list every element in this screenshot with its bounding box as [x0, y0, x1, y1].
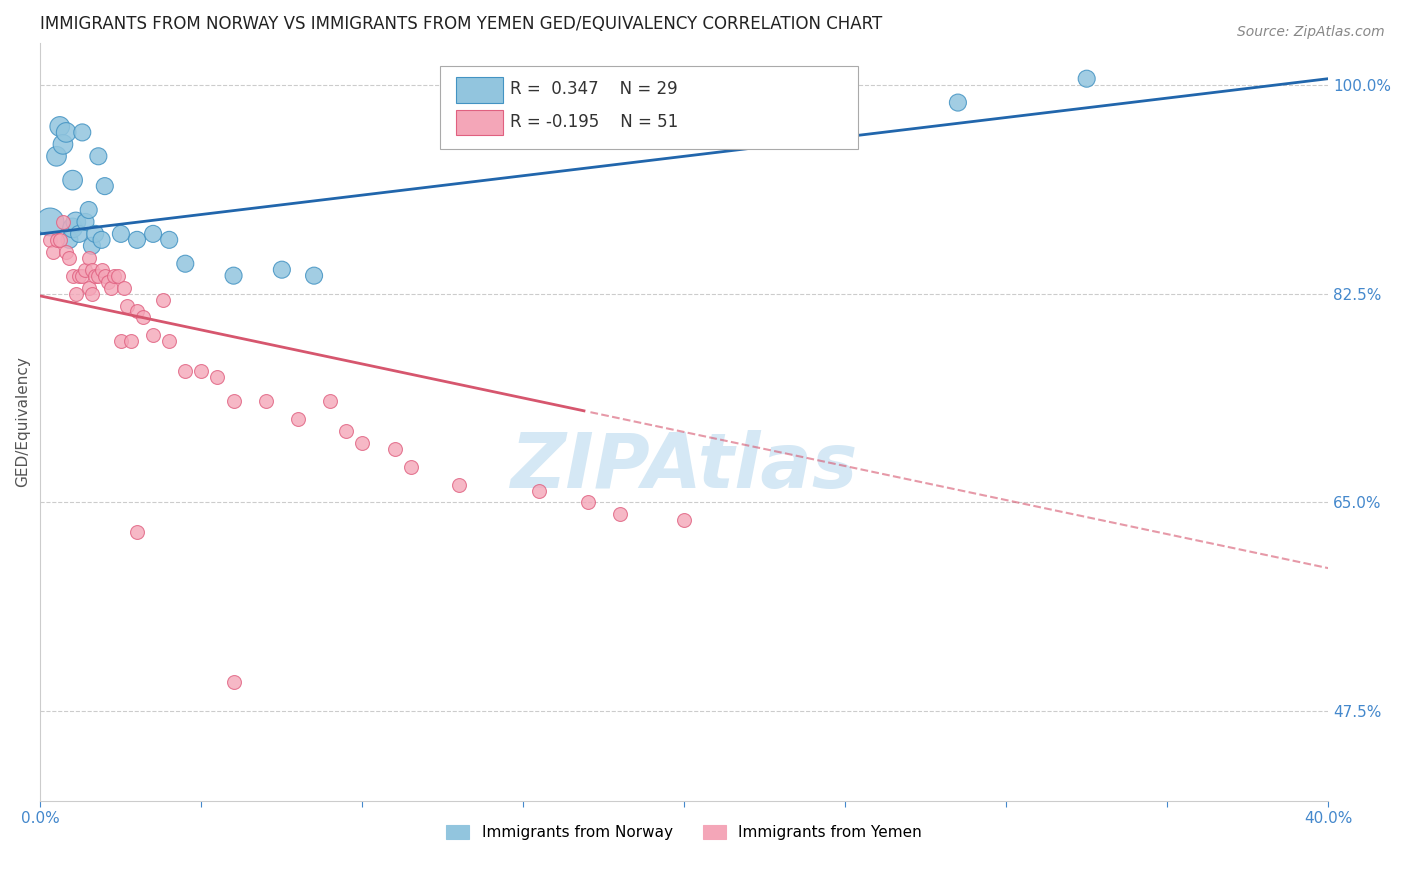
Point [65, 215, 87, 229]
Point [94, 179, 117, 194]
Point [87, 268, 110, 283]
Point [55, 125, 77, 139]
Point [39, 215, 62, 229]
Point [72, 125, 94, 139]
Point [384, 442, 406, 456]
Point [52, 137, 75, 152]
Point [132, 310, 155, 325]
Point [142, 328, 165, 343]
Point [107, 268, 129, 283]
Point [48, 120, 70, 134]
Point [45, 233, 67, 247]
Point [352, 435, 374, 450]
Text: ZIPAtlas: ZIPAtlas [510, 430, 858, 504]
Point [77, 251, 100, 265]
Point [110, 227, 132, 241]
Point [100, 280, 122, 294]
Point [302, 268, 325, 283]
Point [1076, 71, 1098, 86]
Point [174, 257, 197, 271]
Point [67, 268, 90, 283]
Point [77, 202, 100, 217]
Point [67, 227, 90, 241]
Point [117, 298, 139, 312]
Point [190, 364, 212, 378]
Y-axis label: GED/Equivalency: GED/Equivalency [15, 357, 30, 487]
Point [97, 275, 120, 289]
Point [222, 394, 245, 409]
Point [946, 95, 969, 110]
Point [112, 280, 135, 294]
Point [222, 674, 245, 689]
Point [142, 227, 165, 241]
Point [609, 508, 631, 522]
FancyBboxPatch shape [457, 110, 503, 136]
Point [65, 286, 87, 301]
Point [157, 334, 180, 349]
Point [287, 412, 309, 426]
Point [673, 513, 696, 527]
Point [75, 215, 97, 229]
Text: R = -0.195    N = 51: R = -0.195 N = 51 [510, 112, 679, 131]
Point [110, 334, 132, 349]
Point [80, 239, 103, 253]
Point [157, 233, 180, 247]
Point [447, 477, 470, 491]
Point [52, 215, 75, 229]
Point [94, 268, 117, 283]
Point [90, 233, 112, 247]
FancyBboxPatch shape [457, 77, 503, 103]
Point [62, 268, 84, 283]
Point [125, 525, 148, 540]
Point [45, 149, 67, 163]
Point [80, 286, 103, 301]
Text: R =  0.347    N = 29: R = 0.347 N = 29 [510, 80, 678, 98]
Point [120, 334, 142, 349]
Point [270, 262, 292, 277]
Point [529, 483, 551, 498]
Point [84, 227, 107, 241]
Point [62, 173, 84, 187]
Point [207, 370, 229, 384]
Point [576, 495, 599, 509]
Point [125, 233, 148, 247]
Point [62, 221, 84, 235]
Point [72, 268, 94, 283]
Point [87, 149, 110, 163]
Point [319, 394, 342, 409]
Point [42, 244, 65, 259]
Point [125, 304, 148, 318]
Point [58, 233, 80, 247]
Text: IMMIGRANTS FROM NORWAY VS IMMIGRANTS FROM YEMEN GED/EQUIVALENCY CORRELATION CHAR: IMMIGRANTS FROM NORWAY VS IMMIGRANTS FRO… [41, 15, 883, 33]
Point [39, 233, 62, 247]
Point [48, 233, 70, 247]
Legend: Immigrants from Norway, Immigrants from Yemen: Immigrants from Norway, Immigrants from … [440, 819, 928, 847]
Point [152, 293, 174, 307]
Point [673, 107, 696, 121]
Point [80, 262, 103, 277]
Point [174, 364, 197, 378]
Text: Source: ZipAtlas.com: Source: ZipAtlas.com [1237, 25, 1385, 39]
Point [84, 268, 107, 283]
Point [75, 262, 97, 277]
FancyBboxPatch shape [440, 66, 858, 149]
Point [222, 268, 245, 283]
Point [58, 251, 80, 265]
Point [254, 394, 277, 409]
Point [90, 262, 112, 277]
Point [399, 459, 422, 474]
Point [103, 268, 125, 283]
Point [335, 424, 357, 438]
Point [77, 280, 100, 294]
Point [55, 244, 77, 259]
